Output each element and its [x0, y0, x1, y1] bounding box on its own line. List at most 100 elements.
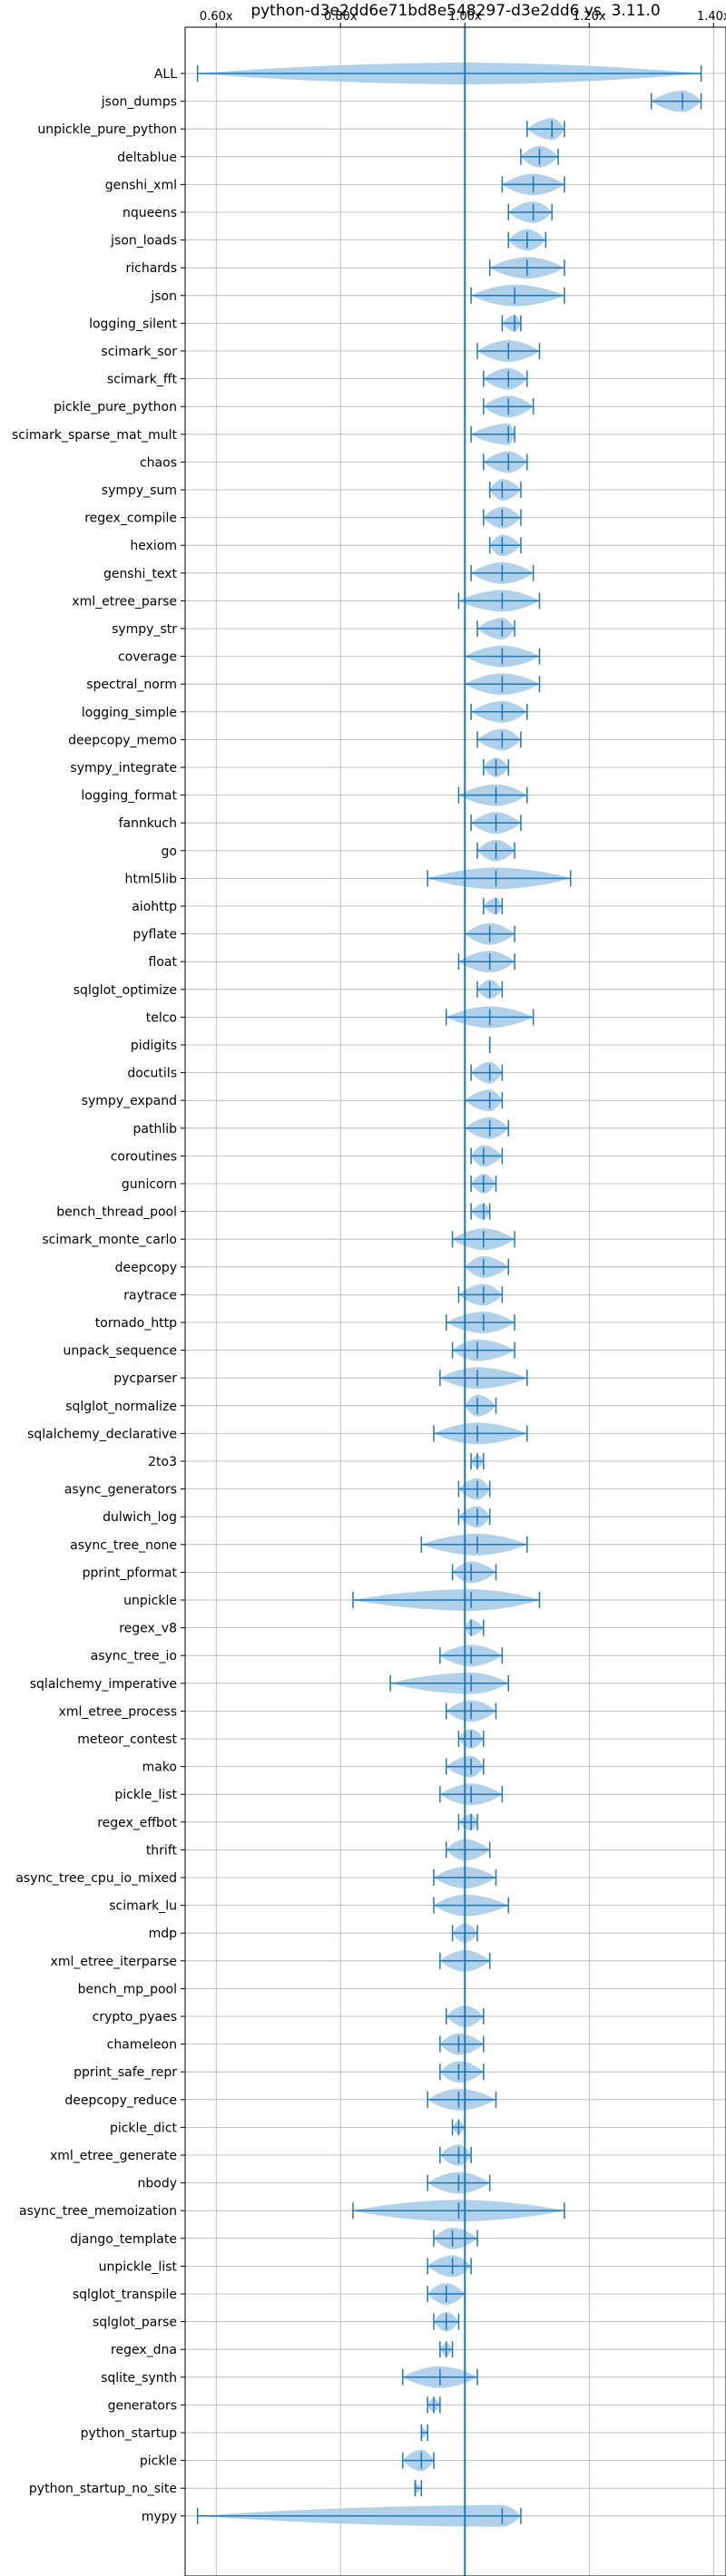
category-label: regex_effbot: [97, 1816, 177, 1830]
category-label: aiohttp: [132, 900, 177, 914]
category-label: async_tree_io: [91, 1649, 177, 1664]
category-label: chaos: [140, 455, 177, 470]
category-label: pidigits: [131, 1039, 177, 1053]
chart-title: python-d3e2dd6e71bd8e548297-d3e2dd6 vs. …: [250, 2, 660, 20]
category-label: json_loads: [110, 234, 177, 249]
category-label: mako: [142, 1761, 177, 1775]
category-labels: ALL json_dumps unpickle_pure_pythondeltabl…: [12, 67, 185, 2524]
category-label: crypto_pyaes: [93, 2010, 177, 2025]
x-tick-label-top: 1.20x: [573, 10, 606, 24]
plot-frame: [184, 26, 726, 2576]
category-label: scimark_monte_carlo: [42, 1233, 177, 1247]
category-label: meteor_contest: [77, 1732, 177, 1747]
category-label: pprint_safe_repr: [74, 2065, 177, 2080]
x-tick-label-top: 1.40x: [697, 10, 726, 24]
category-label: unpickle_list: [99, 2259, 178, 2274]
category-label: hexiom: [130, 539, 177, 553]
category-label: scimark_fft: [107, 373, 178, 387]
marker-layer: [196, 65, 702, 2524]
category-label: scimark_sparse_mat_mult: [12, 428, 177, 443]
category-label: sympy_integrate: [70, 761, 177, 776]
category-label: deepcopy: [115, 1261, 177, 1275]
category-label: sqlalchemy_imperative: [30, 1677, 177, 1692]
category-label: sympy_sum: [102, 483, 177, 498]
category-label: pathlib: [133, 1122, 178, 1137]
category-label: float: [149, 955, 178, 970]
category-label: async_tree_memoization: [19, 2204, 177, 2219]
category-label: logging_simple: [82, 706, 177, 720]
category-label: gunicorn: [122, 1177, 177, 1192]
category-label: async_generators: [64, 1483, 177, 1498]
category-label: unpickle_pure_python: [37, 122, 177, 137]
x-tick-label-top: 1.00x: [448, 10, 482, 24]
plot-area: [185, 45, 726, 2576]
category-label: fannkuch: [119, 816, 177, 831]
category-label: deepcopy_memo: [68, 733, 177, 747]
category-label: generators: [108, 2398, 177, 2413]
category-label: pickle_list: [114, 1788, 177, 1802]
category-label: unpack_sequence: [64, 1344, 177, 1359]
category-label: telco: [146, 1010, 177, 1025]
category-label: pickle_dict: [110, 2121, 178, 2135]
category-label: chameleon: [107, 2038, 177, 2053]
category-label: scimark_lu: [109, 1899, 177, 1914]
x-tick-label-top: 0.60x: [200, 10, 233, 24]
category-label: thrift: [146, 1843, 178, 1858]
category-label: 2to3: [148, 1455, 177, 1469]
category-label: tornado_http: [95, 1316, 177, 1331]
category-label: scimark_sor: [101, 345, 177, 359]
category-label: regex_v8: [119, 1622, 177, 1636]
category-label: xml_etree_iterparse: [51, 1955, 177, 1969]
category-label: bench_thread_pool: [56, 1205, 177, 1220]
x-tick-labels: 0.60x 0.80x 1.00x 1.20x 1.40x: [200, 10, 726, 27]
category-label: regex_compile: [84, 512, 177, 526]
category-label: genshi_text: [103, 567, 178, 581]
category-label: spectral_norm: [86, 678, 177, 692]
category-label: regex_dna: [111, 2343, 177, 2357]
category-label: pyflate: [132, 928, 177, 942]
category-label: sqlalchemy_declarative: [27, 1427, 177, 1441]
category-label: django_template: [70, 2232, 177, 2247]
category-label: deepcopy_reduce: [64, 2093, 177, 2108]
category-label: nbody: [138, 2177, 178, 2191]
category-label: ALL: [154, 67, 177, 82]
category-label: sqlglot_parse: [93, 2316, 177, 2330]
x-tick-label-top: 0.80x: [324, 10, 358, 24]
category-label: genshi_xml: [105, 178, 177, 192]
category-label: async_tree_cpu_io_mixed: [15, 1871, 177, 1886]
category-label: mdp: [149, 1927, 178, 1941]
category-label: json: [150, 289, 177, 304]
category-label: pickle: [140, 2454, 177, 2469]
category-label: pycparser: [113, 1371, 177, 1386]
category-label: raytrace: [123, 1288, 177, 1303]
category-label: sqlglot_transpile: [73, 2288, 177, 2302]
category-label: sympy_str: [112, 622, 177, 637]
category-label: nqueens: [123, 206, 177, 220]
category-label: dulwich_log: [103, 1510, 177, 1525]
category-label: xml_etree_process: [59, 1704, 177, 1719]
category-label: xml_etree_parse: [72, 594, 177, 609]
category-label: sqlglot_normalize: [65, 1400, 177, 1414]
category-label: async_tree_none: [70, 1538, 177, 1553]
category-label: python_startup_no_site: [29, 2482, 177, 2496]
category-label: sqlglot_optimize: [74, 983, 177, 998]
category-label: unpickle: [123, 1594, 177, 1608]
category-label: coverage: [118, 650, 177, 665]
category-label: bench_mp_pool: [78, 1982, 177, 1996]
category-label: logging_format: [81, 789, 177, 804]
category-label: logging_silent: [89, 317, 177, 331]
category-label: pprint_pformat: [83, 1566, 178, 1580]
category-label: mypy: [142, 2510, 177, 2524]
category-label: docutils: [127, 1067, 177, 1081]
category-label: python_startup: [81, 2426, 177, 2441]
category-label: html5lib: [125, 872, 178, 886]
category-label: deltablue: [117, 151, 177, 165]
category-label: json_dumps: [101, 95, 177, 110]
category-label: sqlite_synth: [101, 2371, 177, 2386]
category-label: pickle_pure_python: [54, 400, 177, 415]
category-label: sympy_expand: [82, 1094, 177, 1108]
category-label: xml_etree_generate: [50, 2149, 177, 2163]
category-label: richards: [126, 261, 178, 276]
category-label: go: [162, 844, 177, 859]
